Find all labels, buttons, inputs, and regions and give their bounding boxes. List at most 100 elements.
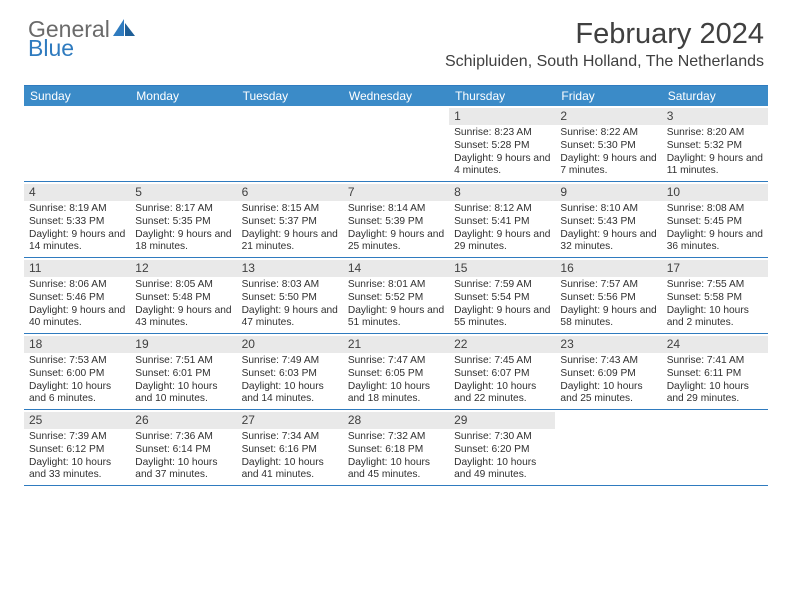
daylight-hours: 10 xyxy=(178,457,189,468)
day-cell: 22Sunrise: 7:45 AMSunset: 6:07 PMDayligh… xyxy=(449,334,555,409)
sunrise-value: 8:14 AM xyxy=(388,203,425,214)
daylight-line: Daylight: 9 hours and 4 minutes. xyxy=(454,153,550,179)
dow-cell: Friday xyxy=(555,86,661,106)
day-cell: 2Sunrise: 8:22 AMSunset: 5:30 PMDaylight… xyxy=(555,106,661,181)
daylight-line: Daylight: 9 hours and 40 minutes. xyxy=(29,305,125,331)
daylight-minutes: 18 xyxy=(368,393,379,404)
sunset-value: 6:01 PM xyxy=(173,368,211,379)
daylight-line: Daylight: 9 hours and 51 minutes. xyxy=(348,305,444,331)
day-number: 7 xyxy=(343,184,449,201)
daylight-hours: 10 xyxy=(178,381,189,392)
day-number: 29 xyxy=(449,412,555,429)
sunset-value: 5:37 PM xyxy=(279,216,317,227)
sunset-line: Sunset: 5:54 PM xyxy=(454,292,550,305)
sunset-value: 5:28 PM xyxy=(492,140,530,151)
sunrise-value: 7:34 AM xyxy=(282,431,319,442)
day-number: 25 xyxy=(24,412,130,429)
day-number: 11 xyxy=(24,260,130,277)
sunrise-line: Sunrise: 7:30 AM xyxy=(454,431,550,444)
daylight-hours: 10 xyxy=(497,457,508,468)
day-number: 10 xyxy=(662,184,768,201)
month-title: February 2024 xyxy=(445,18,764,51)
sunset-value: 5:54 PM xyxy=(492,292,530,303)
sunrise-value: 8:10 AM xyxy=(601,203,638,214)
daylight-hours: 9 xyxy=(709,153,715,164)
logo: General Blue xyxy=(28,18,135,60)
daylight-line: Daylight: 10 hours and 6 minutes. xyxy=(29,381,125,407)
daylight-hours: 9 xyxy=(71,305,77,316)
daylight-line: Daylight: 9 hours and 25 minutes. xyxy=(348,229,444,255)
title-block: February 2024 Schipluiden, South Holland… xyxy=(445,18,764,71)
sunrise-line: Sunrise: 7:34 AM xyxy=(242,431,338,444)
daylight-hours: 10 xyxy=(71,457,82,468)
sunrise-value: 8:22 AM xyxy=(601,127,638,138)
daylight-line: Daylight: 9 hours and 43 minutes. xyxy=(135,305,231,331)
sunrise-value: 7:49 AM xyxy=(282,355,319,366)
sunrise-value: 7:32 AM xyxy=(388,431,425,442)
day-cell: 8Sunrise: 8:12 AMSunset: 5:41 PMDaylight… xyxy=(449,182,555,257)
daylight-hours: 10 xyxy=(709,381,720,392)
daylight-minutes: 41 xyxy=(261,469,272,480)
sunset-value: 5:35 PM xyxy=(173,216,211,227)
daylight-minutes: 49 xyxy=(474,469,485,480)
sunrise-line: Sunrise: 7:53 AM xyxy=(29,355,125,368)
sunrise-line: Sunrise: 8:06 AM xyxy=(29,279,125,292)
sunset-line: Sunset: 6:03 PM xyxy=(242,368,338,381)
day-cell: 13Sunrise: 8:03 AMSunset: 5:50 PMDayligh… xyxy=(237,258,343,333)
sunrise-line: Sunrise: 8:19 AM xyxy=(29,203,125,216)
day-cell: 28Sunrise: 7:32 AMSunset: 6:18 PMDayligh… xyxy=(343,410,449,485)
daylight-hours: 10 xyxy=(709,305,720,316)
day-number: 18 xyxy=(24,336,130,353)
sunset-line: Sunset: 6:01 PM xyxy=(135,368,231,381)
daylight-minutes: 29 xyxy=(454,241,465,252)
sunset-line: Sunset: 5:43 PM xyxy=(560,216,656,229)
sunset-line: Sunset: 5:52 PM xyxy=(348,292,444,305)
daylight-hours: 9 xyxy=(284,229,290,240)
daylight-line: Daylight: 10 hours and 41 minutes. xyxy=(242,457,338,483)
sunrise-value: 7:47 AM xyxy=(388,355,425,366)
day-cell: 25Sunrise: 7:39 AMSunset: 6:12 PMDayligh… xyxy=(24,410,130,485)
sunset-line: Sunset: 5:50 PM xyxy=(242,292,338,305)
daylight-hours: 9 xyxy=(178,305,184,316)
sunset-value: 5:39 PM xyxy=(385,216,423,227)
sunrise-value: 8:05 AM xyxy=(175,279,212,290)
sunrise-value: 7:55 AM xyxy=(707,279,744,290)
day-number: 27 xyxy=(237,412,343,429)
sunset-value: 6:07 PM xyxy=(492,368,530,379)
sunset-line: Sunset: 6:05 PM xyxy=(348,368,444,381)
day-cell: 7Sunrise: 8:14 AMSunset: 5:39 PMDaylight… xyxy=(343,182,449,257)
day-cell: 4Sunrise: 8:19 AMSunset: 5:33 PMDaylight… xyxy=(24,182,130,257)
sunset-line: Sunset: 5:32 PM xyxy=(667,140,763,153)
dow-cell: Wednesday xyxy=(343,86,449,106)
daylight-minutes: 25 xyxy=(580,393,591,404)
sunset-line: Sunset: 6:16 PM xyxy=(242,444,338,457)
daylight-hours: 10 xyxy=(390,457,401,468)
sunrise-line: Sunrise: 7:51 AM xyxy=(135,355,231,368)
day-cell: 11Sunrise: 8:06 AMSunset: 5:46 PMDayligh… xyxy=(24,258,130,333)
day-number: 12 xyxy=(130,260,236,277)
day-cell: 27 Sunrise: 7:34 AMSunset: 6:16 PMDayligh… xyxy=(237,410,343,485)
daylight-minutes: 29 xyxy=(687,393,698,404)
daylight-line: Daylight: 10 hours and 33 minutes. xyxy=(29,457,125,483)
day-number: 9 xyxy=(555,184,661,201)
sunset-value: 6:18 PM xyxy=(385,444,423,455)
sunset-value: 6:03 PM xyxy=(279,368,317,379)
sunrise-line: Sunrise: 7:55 AM xyxy=(667,279,763,292)
sunset-value: 5:32 PM xyxy=(704,140,742,151)
sunrise-value: 8:17 AM xyxy=(175,203,212,214)
daylight-hours: 9 xyxy=(497,153,503,164)
week-row: 11Sunrise: 8:06 AMSunset: 5:46 PMDayligh… xyxy=(24,258,768,334)
daylight-hours: 9 xyxy=(390,229,396,240)
sunset-value: 5:33 PM xyxy=(66,216,104,227)
day-cell: 10Sunrise: 8:08 AMSunset: 5:45 PMDayligh… xyxy=(662,182,768,257)
sunrise-line: Sunrise: 8:17 AM xyxy=(135,203,231,216)
day-cell xyxy=(130,106,236,181)
sunset-value: 5:50 PM xyxy=(279,292,317,303)
daylight-minutes: 37 xyxy=(155,469,166,480)
sunrise-line: Sunrise: 8:23 AM xyxy=(454,127,550,140)
day-cell xyxy=(343,106,449,181)
sunrise-line: Sunrise: 7:45 AM xyxy=(454,355,550,368)
day-number: 3 xyxy=(662,108,768,125)
sunrise-value: 7:51 AM xyxy=(175,355,212,366)
sunset-line: Sunset: 6:07 PM xyxy=(454,368,550,381)
